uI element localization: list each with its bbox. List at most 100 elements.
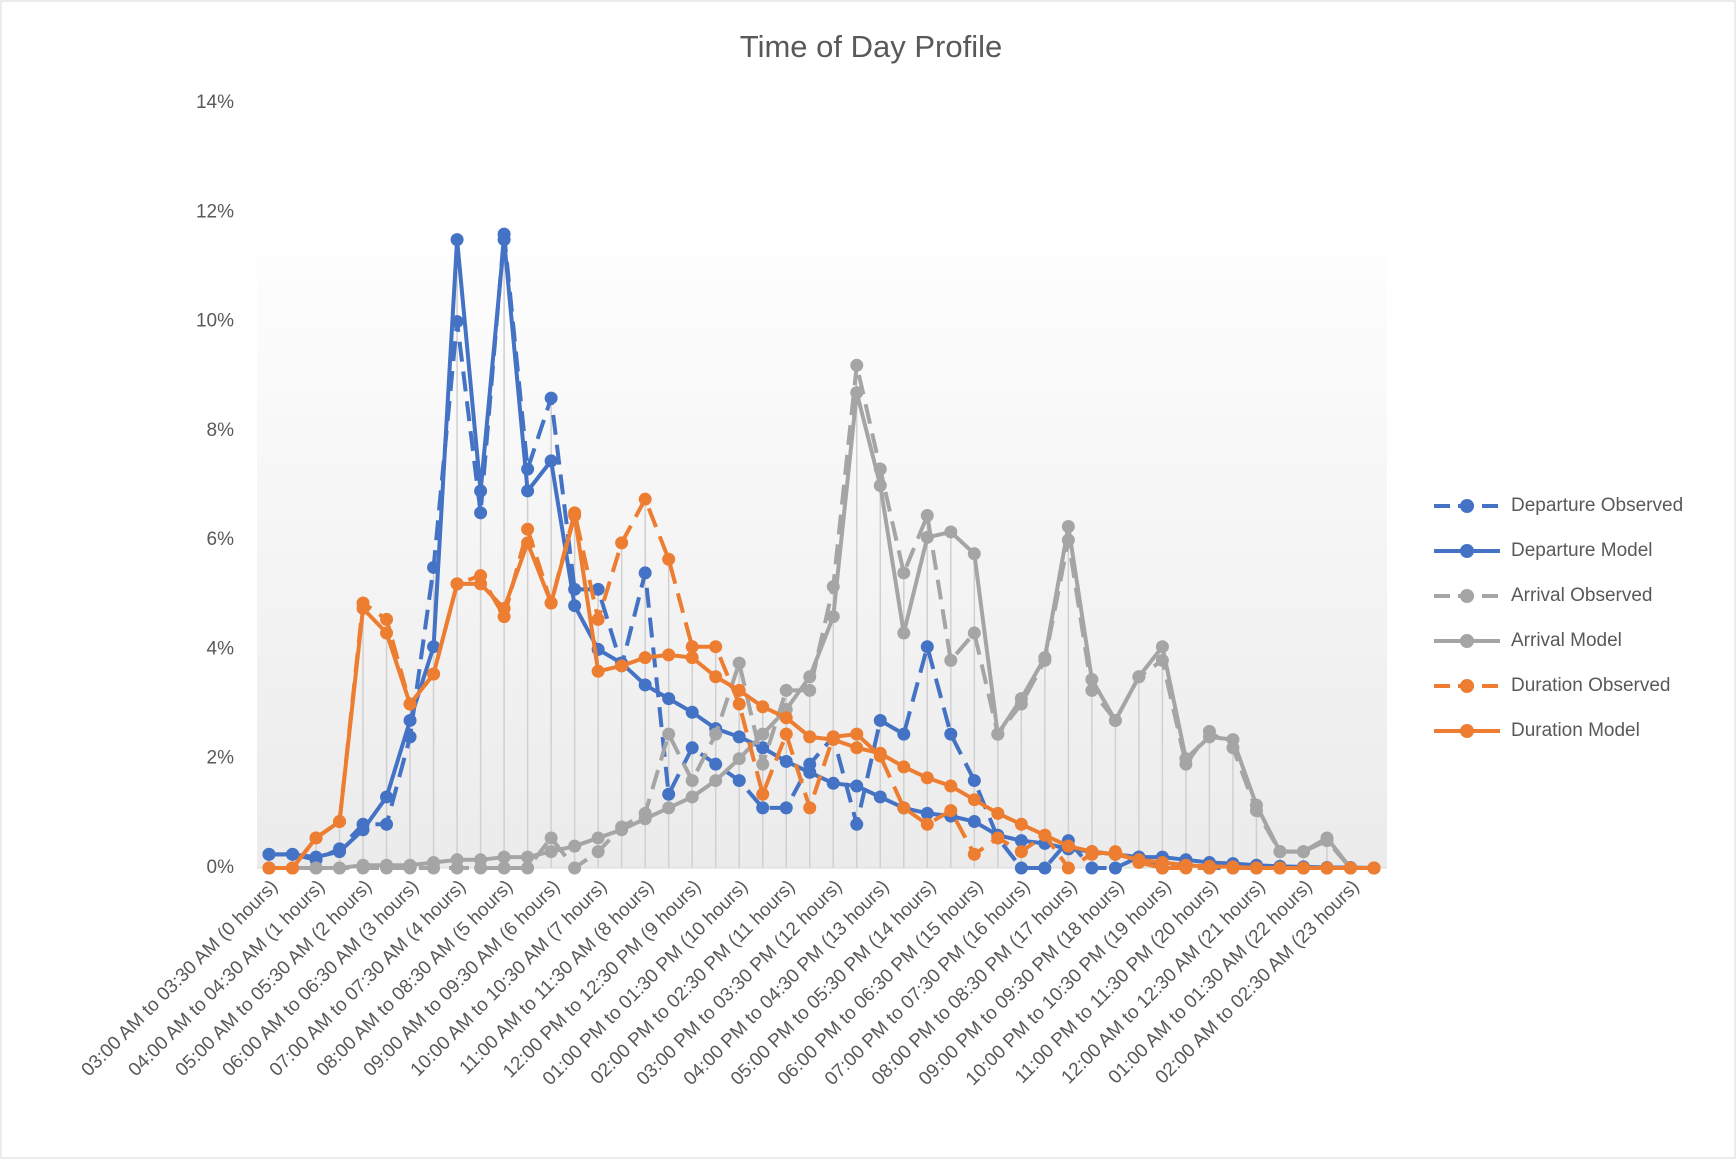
marker bbox=[920, 509, 934, 523]
legend-label: Departure Model bbox=[1511, 540, 1653, 561]
legend-marker bbox=[1460, 544, 1474, 558]
marker bbox=[685, 741, 699, 755]
marker bbox=[521, 861, 535, 875]
plot-area bbox=[257, 205, 1387, 868]
marker bbox=[1085, 845, 1099, 859]
marker bbox=[474, 506, 488, 520]
marker bbox=[709, 727, 723, 741]
marker bbox=[497, 233, 511, 247]
marker bbox=[544, 454, 558, 468]
marker bbox=[1014, 861, 1028, 875]
marker bbox=[873, 713, 887, 727]
marker bbox=[685, 640, 699, 654]
marker bbox=[521, 850, 535, 864]
marker bbox=[803, 801, 817, 815]
marker bbox=[709, 640, 723, 654]
legend-label: Arrival Observed bbox=[1511, 585, 1653, 606]
legend-label: Duration Model bbox=[1511, 720, 1640, 741]
marker bbox=[803, 730, 817, 744]
legend-label: Departure Observed bbox=[1511, 495, 1683, 516]
marker bbox=[1155, 640, 1169, 654]
y-tick-label: 8% bbox=[207, 420, 235, 441]
marker bbox=[427, 640, 441, 654]
marker bbox=[709, 670, 723, 684]
marker bbox=[356, 601, 370, 615]
marker bbox=[262, 861, 276, 875]
y-tick-label: 6% bbox=[207, 529, 235, 550]
marker bbox=[732, 774, 746, 788]
marker bbox=[803, 765, 817, 779]
legend-marker bbox=[1460, 724, 1474, 738]
marker bbox=[521, 484, 535, 498]
marker bbox=[732, 752, 746, 766]
marker bbox=[591, 664, 605, 678]
marker bbox=[873, 790, 887, 804]
marker bbox=[803, 683, 817, 697]
marker bbox=[1132, 670, 1146, 684]
marker bbox=[1273, 861, 1287, 875]
marker bbox=[1038, 861, 1052, 875]
marker bbox=[544, 391, 558, 405]
marker bbox=[568, 839, 582, 853]
marker bbox=[544, 596, 558, 610]
marker bbox=[568, 599, 582, 613]
y-tick-label: 0% bbox=[207, 857, 235, 878]
marker bbox=[756, 787, 770, 801]
marker bbox=[474, 853, 488, 867]
marker bbox=[615, 659, 629, 673]
marker bbox=[1061, 839, 1075, 853]
marker bbox=[544, 845, 558, 859]
marker bbox=[967, 774, 981, 788]
marker bbox=[944, 804, 958, 818]
marker bbox=[685, 705, 699, 719]
marker bbox=[897, 760, 911, 774]
marker bbox=[427, 856, 441, 870]
marker bbox=[756, 700, 770, 714]
marker bbox=[897, 727, 911, 741]
marker bbox=[850, 741, 864, 755]
marker bbox=[591, 612, 605, 626]
marker bbox=[356, 858, 370, 872]
marker bbox=[991, 806, 1005, 820]
marker bbox=[662, 692, 676, 706]
y-tick-label: 14% bbox=[196, 92, 234, 113]
marker bbox=[826, 776, 840, 790]
legend-marker bbox=[1460, 589, 1474, 603]
marker bbox=[967, 626, 981, 640]
marker bbox=[920, 640, 934, 654]
marker bbox=[873, 746, 887, 760]
marker bbox=[685, 774, 699, 788]
marker bbox=[1226, 733, 1240, 747]
marker bbox=[309, 861, 323, 875]
marker bbox=[380, 790, 394, 804]
marker bbox=[497, 861, 511, 875]
marker bbox=[920, 771, 934, 785]
marker bbox=[685, 790, 699, 804]
marker bbox=[1320, 831, 1334, 845]
marker bbox=[1249, 798, 1263, 812]
marker bbox=[1296, 845, 1310, 859]
marker bbox=[286, 861, 300, 875]
marker bbox=[967, 815, 981, 829]
marker bbox=[521, 536, 535, 550]
marker bbox=[380, 626, 394, 640]
marker bbox=[1061, 519, 1075, 533]
marker bbox=[380, 858, 394, 872]
marker bbox=[1179, 752, 1193, 766]
marker bbox=[380, 612, 394, 626]
marker bbox=[1249, 861, 1263, 875]
marker bbox=[732, 656, 746, 670]
marker bbox=[944, 779, 958, 793]
marker bbox=[638, 566, 652, 580]
marker bbox=[944, 653, 958, 667]
marker bbox=[756, 757, 770, 771]
marker bbox=[333, 815, 347, 829]
marker bbox=[944, 727, 958, 741]
marker bbox=[1155, 856, 1169, 870]
marker bbox=[779, 727, 793, 741]
marker bbox=[662, 727, 676, 741]
marker bbox=[309, 831, 323, 845]
marker bbox=[1108, 847, 1122, 861]
marker bbox=[403, 713, 417, 727]
marker bbox=[286, 847, 300, 861]
